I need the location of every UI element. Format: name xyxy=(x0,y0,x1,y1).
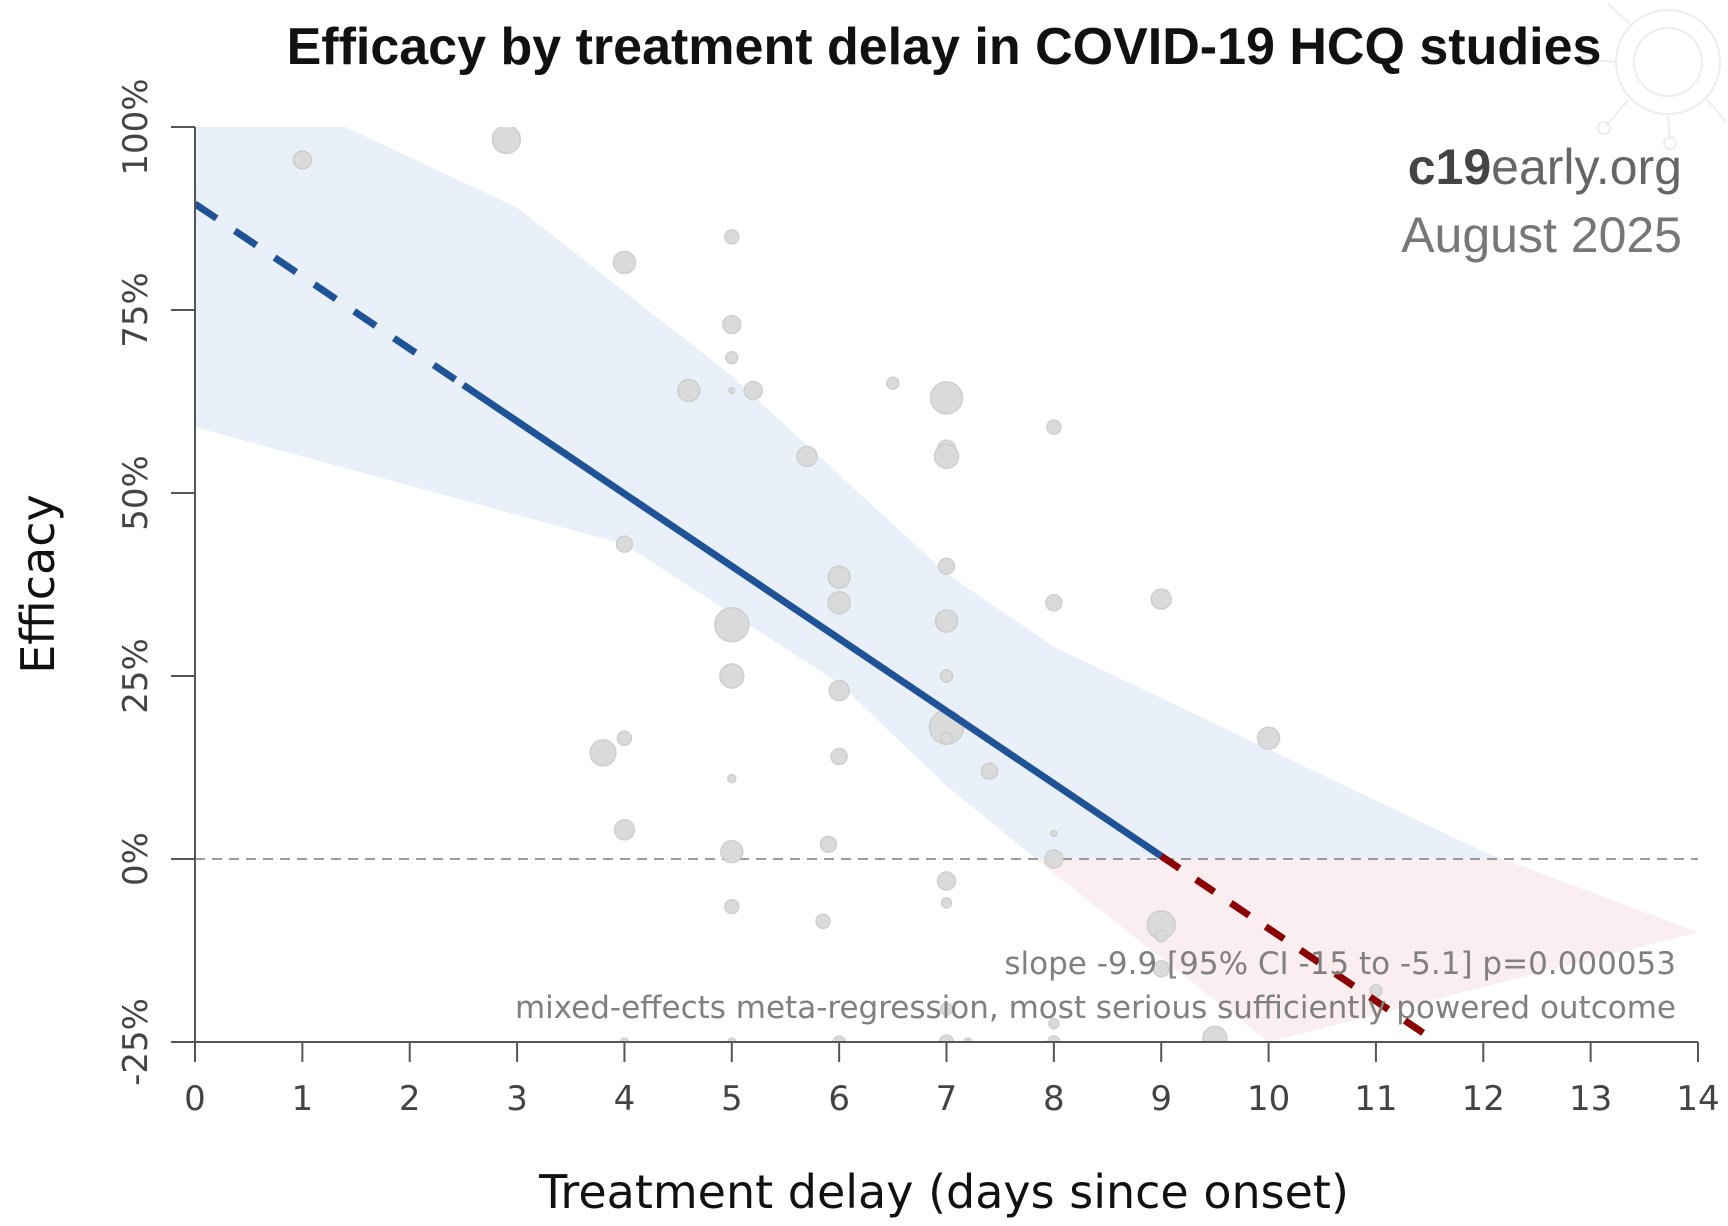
brand-suffix-part: .org xyxy=(1596,139,1682,195)
slope-annotation: slope -9.9 [95% CI -15 to -5.1] p=0.0000… xyxy=(1004,946,1676,982)
study-point-47 xyxy=(1048,1017,1060,1030)
x-tick-label-3: 3 xyxy=(506,1079,528,1119)
x-tick-label-5: 5 xyxy=(721,1079,743,1119)
study-point-34 xyxy=(939,669,954,683)
study-point-32 xyxy=(937,557,956,575)
study-point-24 xyxy=(830,747,848,766)
study-point-18 xyxy=(724,898,740,915)
study-point-55 xyxy=(1369,984,1383,998)
study-point-38 xyxy=(940,897,953,909)
brand-logo: c19early.org xyxy=(1408,139,1682,195)
y-tick-label-4: 75% xyxy=(116,272,156,348)
regression-solid xyxy=(461,382,1164,859)
study-point-15 xyxy=(719,663,745,689)
study-point-48 xyxy=(1047,1035,1061,1042)
study-point-8 xyxy=(677,378,701,403)
ci-band-positive xyxy=(195,127,1503,859)
study-point-23 xyxy=(828,679,850,702)
x-tick-label-7: 7 xyxy=(936,1079,958,1119)
study-point-29 xyxy=(929,381,964,415)
study-point-53 xyxy=(1202,1025,1228,1042)
brand-light-part: early xyxy=(1491,139,1599,195)
x-tick-label-9: 9 xyxy=(1150,1079,1172,1119)
y-tick-label-0: -25% xyxy=(116,998,156,1086)
study-point-40 xyxy=(938,1034,955,1042)
study-point-33 xyxy=(934,609,959,633)
study-point-14 xyxy=(714,607,750,643)
study-point-37 xyxy=(936,871,957,891)
x-tick-label-12: 12 xyxy=(1462,1079,1505,1119)
y-tick-label-5: 100% xyxy=(116,78,156,175)
study-point-13 xyxy=(743,380,764,401)
study-point-52 xyxy=(1152,960,1170,978)
y-tick-label-2: 25% xyxy=(116,638,156,714)
ci-band-negative xyxy=(1035,859,1698,1042)
confidence-band xyxy=(195,127,1698,1042)
regression-dashed-left xyxy=(195,200,466,388)
study-point-49 xyxy=(1150,588,1172,610)
study-point-17 xyxy=(720,839,744,864)
study-point-25 xyxy=(819,835,838,854)
study-point-1 xyxy=(491,127,522,155)
study-point-12 xyxy=(728,386,736,395)
study-point-9 xyxy=(724,229,740,245)
study-point-46 xyxy=(1044,849,1064,869)
study-point-2 xyxy=(612,250,637,275)
virus-watermark-icon xyxy=(1581,3,1727,150)
study-point-36 xyxy=(939,731,954,745)
study-point-21 xyxy=(827,565,851,589)
y-tick-label-1: 0% xyxy=(116,832,156,886)
study-point-28 xyxy=(886,376,900,390)
y-tick-label-3: 50% xyxy=(116,455,156,531)
x-tick-label-8: 8 xyxy=(1043,1079,1065,1119)
study-point-3 xyxy=(615,535,634,553)
study-point-31 xyxy=(933,443,960,470)
x-tick-label-11: 11 xyxy=(1354,1079,1397,1119)
brand-date: August 2025 xyxy=(1401,207,1682,263)
study-point-7 xyxy=(589,739,617,767)
x-axis-ticks: 0 1 2 3 4 5 6 7 8 9 10 11 12 13 14 xyxy=(184,1042,1720,1119)
study-point-45 xyxy=(1050,829,1058,838)
x-tick-label-6: 6 xyxy=(828,1079,850,1119)
x-tick-label-13: 13 xyxy=(1569,1079,1612,1119)
study-point-26 xyxy=(815,913,831,929)
study-point-5 xyxy=(613,818,636,841)
y-axis-ticks: -25% 0% 25% 50% 75% 100% xyxy=(116,78,195,1086)
study-point-4 xyxy=(616,730,633,746)
x-axis-title: Treatment delay (days since onset) xyxy=(538,1165,1349,1219)
study-point-0 xyxy=(292,150,313,170)
x-tick-label-10: 10 xyxy=(1247,1079,1290,1119)
study-points xyxy=(292,127,1383,1042)
study-point-51 xyxy=(1154,929,1168,943)
study-point-43 xyxy=(1046,419,1062,435)
study-point-44 xyxy=(1045,594,1063,612)
chart-title: Efficacy by treatment delay in COVID-19 … xyxy=(287,18,1602,76)
study-point-20 xyxy=(796,445,818,468)
y-axis-title: Efficacy xyxy=(11,494,65,674)
x-tick-label-0: 0 xyxy=(184,1079,206,1119)
brand-bold-part: c19 xyxy=(1408,139,1491,195)
study-point-54 xyxy=(1256,726,1281,750)
x-tick-label-14: 14 xyxy=(1676,1079,1719,1119)
study-point-10 xyxy=(722,314,742,335)
study-point-11 xyxy=(725,350,739,365)
study-point-16 xyxy=(727,773,737,784)
study-point-39 xyxy=(939,1002,954,1016)
x-tick-label-1: 1 xyxy=(292,1079,314,1119)
x-tick-label-2: 2 xyxy=(399,1079,421,1119)
regression-line xyxy=(195,200,1443,1042)
study-point-27 xyxy=(832,1035,846,1042)
method-annotation: mixed-effects meta-regression, most seri… xyxy=(515,990,1676,1026)
study-point-22 xyxy=(827,591,851,615)
regression-dashed-right xyxy=(1159,853,1443,1042)
study-point-42 xyxy=(980,762,999,780)
x-tick-label-4: 4 xyxy=(614,1079,636,1119)
